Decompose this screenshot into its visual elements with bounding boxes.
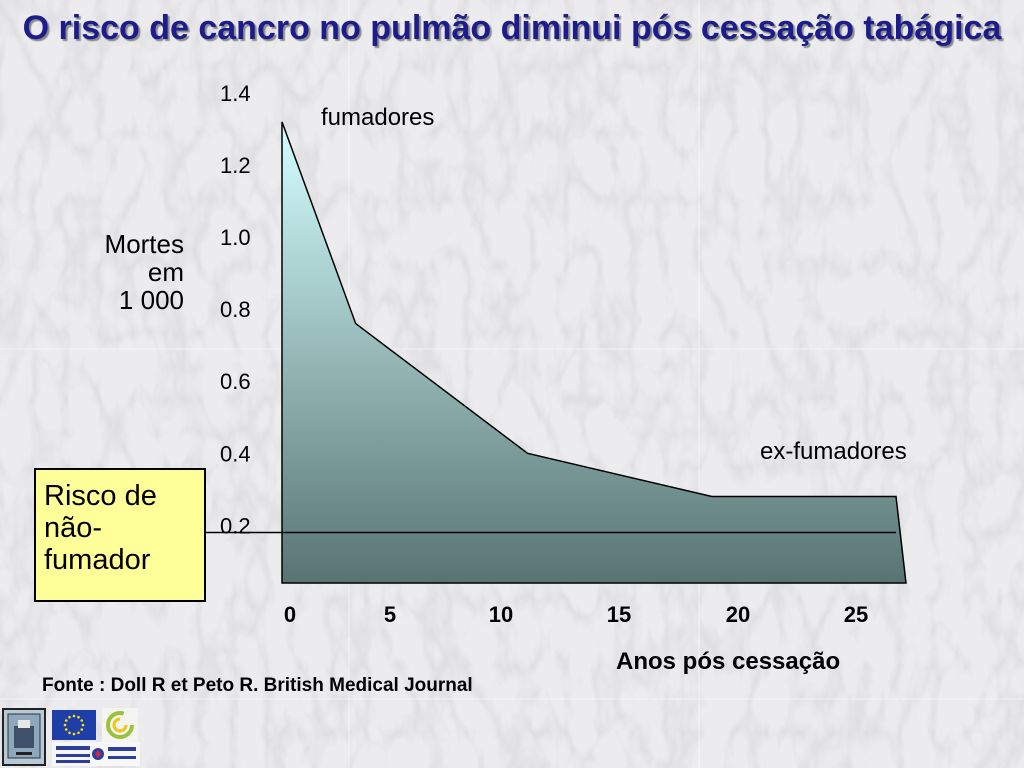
y-tick-label: 1.4: [220, 81, 251, 106]
x-axis-label: Anos pós cessação: [616, 648, 841, 675]
aphp-logo-icon: [52, 742, 140, 766]
x-tick-label: 10: [489, 602, 513, 627]
y-tick-label: 0.2: [220, 513, 251, 538]
y-axis-label-line: 1 000: [118, 285, 184, 315]
x-tick-label: 25: [844, 602, 868, 627]
institution-logo-icon: [2, 708, 46, 766]
y-tick-label: 0.6: [220, 369, 251, 394]
ex-smokers-label: ex-fumadores: [760, 438, 907, 465]
x-tick-label: 5: [384, 602, 396, 627]
x-tick-label: 20: [726, 602, 750, 627]
slide-title: O risco de cancro no pulmão diminui pós …: [22, 9, 1002, 47]
source-citation: Fonte : Doll R et Peto R. British Medica…: [42, 675, 473, 696]
x-tick-label: 15: [607, 602, 631, 627]
y-tick-label: 0.4: [220, 441, 251, 466]
non-smoker-risk-box: Risco de não-fumador: [34, 468, 206, 602]
y-tick-label: 0.8: [220, 297, 251, 322]
y-tick-label: 1.2: [220, 153, 251, 178]
y-axis-label: Mortes em 1 000: [105, 230, 184, 314]
eu-flag-icon: [52, 710, 96, 740]
smokers-label: fumadores: [321, 104, 435, 131]
y-axis-label-line: Mortes: [104, 229, 184, 259]
y-tick-label: 1.0: [220, 225, 251, 250]
ex-smokers-area: [281, 121, 907, 584]
x-tick-label: 0: [284, 602, 296, 627]
y-axis-label-line: em: [147, 257, 184, 287]
spiral-logo-icon: [102, 708, 138, 742]
